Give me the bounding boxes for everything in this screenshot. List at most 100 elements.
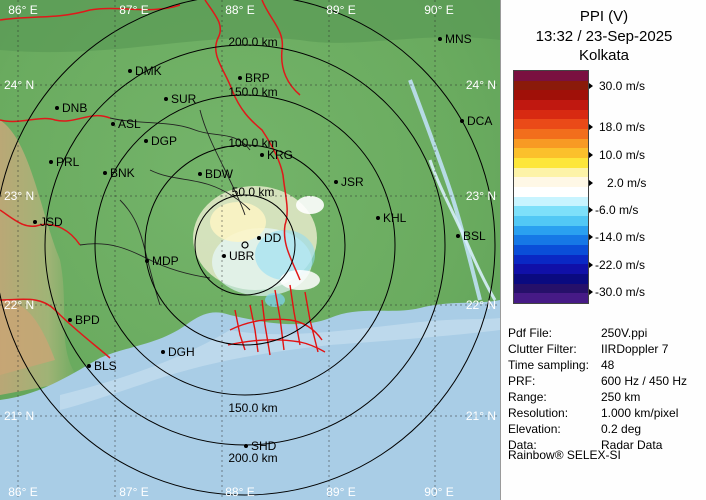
city-dot [33, 220, 37, 224]
longitude-label: 88° E [225, 3, 254, 17]
city-dot [55, 106, 59, 110]
colorbar-swatch [514, 235, 588, 246]
city-label: BRP [245, 71, 270, 85]
city-dot [460, 119, 464, 123]
colorbar-swatch [514, 206, 588, 217]
colorbar-tick-arrow [589, 289, 593, 295]
state-borders [0, 0, 301, 359]
latitude-label: 22° N [4, 298, 34, 312]
city-dot [257, 236, 261, 240]
metadata-value: Radar Data [601, 438, 663, 452]
city-dot [111, 122, 115, 126]
city-label: PRL [56, 155, 80, 169]
velocity-colorbar [513, 70, 589, 304]
colorbar-swatch [514, 245, 588, 256]
city-label: UBR [229, 249, 255, 263]
latitude-label: 23° N [4, 189, 34, 203]
metadata-value: 600 Hz / 450 Hz [601, 374, 688, 388]
range-ring-label: 150.0 km [228, 401, 277, 415]
colorbar-tick-arrow [589, 234, 593, 240]
city-dot [144, 139, 148, 143]
latitude-label: 22° N [466, 298, 496, 312]
colorbar-swatch [514, 167, 588, 178]
colorbar-label: 10.0 m/s [599, 148, 646, 162]
city-label: MDP [152, 254, 179, 268]
metadata-value: 1.000 km/pixel [601, 406, 679, 420]
city-dot [260, 153, 264, 157]
longitude-labels: 86° E 86° E 87° E 87° E 88° E 88° E 89° E 89° E… [8, 3, 453, 499]
city-label: DMK [135, 64, 162, 78]
colorbar-tick-arrow [589, 83, 593, 89]
city-label: JSD [40, 215, 63, 229]
city-label: BNK [110, 166, 135, 180]
city-dot [103, 171, 107, 175]
colorbar-swatch [514, 187, 588, 198]
range-ring-labels: 50.0 km 100.0 km 150.0 km 200.0 km 150.0 km 2… [228, 35, 277, 465]
colorbar-swatch [514, 138, 588, 149]
longitude-label: 87° E [119, 485, 148, 499]
colorbar-tick-arrow [589, 180, 593, 186]
colorbar-tick-arrow [589, 152, 593, 158]
city-label: KRG [267, 148, 293, 162]
city-label: DGH [168, 345, 195, 359]
colorbar-swatch [514, 109, 588, 120]
radar-site-marker [241, 241, 249, 249]
longitude-label: 87° E [119, 3, 148, 17]
latitude-label: 24° N [466, 78, 496, 92]
city-label: MNS [445, 32, 472, 46]
city-label: BDW [205, 167, 234, 181]
colorbar-swatch [514, 119, 588, 130]
longitude-label: 90° E [424, 3, 453, 17]
city-markers: MNS DMK BRP DNB SUR ASL DGP DCA PRL BNK KRG BDW JSR J… [33, 32, 492, 453]
range-ring-label: 50.0 km [232, 185, 275, 199]
city-dot [198, 172, 202, 176]
city-dot [128, 69, 132, 73]
city-dot [87, 364, 91, 368]
range-ring-label: 150.0 km [228, 85, 277, 99]
station-title: Kolkata [578, 47, 630, 64]
river [408, 79, 482, 301]
city-label: DNB [62, 101, 87, 115]
city-label: ASL [118, 117, 141, 131]
river [428, 159, 497, 301]
colorbar-tick-arrow [589, 207, 593, 213]
colorbar-swatch [514, 100, 588, 111]
metadata-value: 48 [601, 358, 615, 372]
colorbar-swatch [514, 283, 588, 294]
radar-echoes [193, 186, 324, 307]
credit-text: Rainbow® SELEX-SI [508, 448, 621, 462]
range-ring-label: 100.0 km [228, 136, 277, 150]
datetime-title: 13:32 / 23-Sep-2025 [535, 28, 673, 45]
metadata-key: Clutter Filter: [508, 342, 577, 356]
range-ring-label: 200.0 km [228, 35, 277, 49]
colorbar-swatch [514, 148, 588, 159]
legend-panel: PPI (V) 13:32 / 23-Sep-2025 Kolkata 30.0… [500, 0, 706, 500]
latitude-label: 23° N [466, 189, 496, 203]
range-ring [194, 194, 296, 296]
city-label: SHD [251, 439, 277, 453]
colorbar-swatch [514, 177, 588, 188]
colorbar-swatch [514, 264, 588, 275]
metadata-value: IIRDoppler 7 [601, 342, 669, 356]
city-label: BSL [463, 229, 486, 243]
product-title: PPI (V) [579, 8, 629, 25]
latitude-label: 21° N [4, 409, 34, 423]
longitude-label: 86° E [8, 3, 37, 17]
city-label: JSR [341, 175, 364, 189]
city-dot [456, 234, 460, 238]
plateau-terrain [0, 300, 55, 375]
longitude-label: 88° E [225, 485, 254, 499]
colorbar-swatch [514, 90, 588, 101]
city-dot [244, 444, 248, 448]
metadata-key: Data: [508, 438, 537, 452]
range-ring [144, 144, 346, 346]
colorbar-swatch [514, 216, 588, 227]
colorbar-label: 2.0 m/s [607, 176, 647, 190]
city-label: BPD [75, 313, 100, 327]
colorbar-swatch [514, 71, 588, 82]
northern-terrain [0, 0, 500, 53]
colorbar-swatch [514, 293, 588, 304]
colorbar-swatch [514, 225, 588, 236]
latitude-label: 21° N [466, 409, 496, 423]
